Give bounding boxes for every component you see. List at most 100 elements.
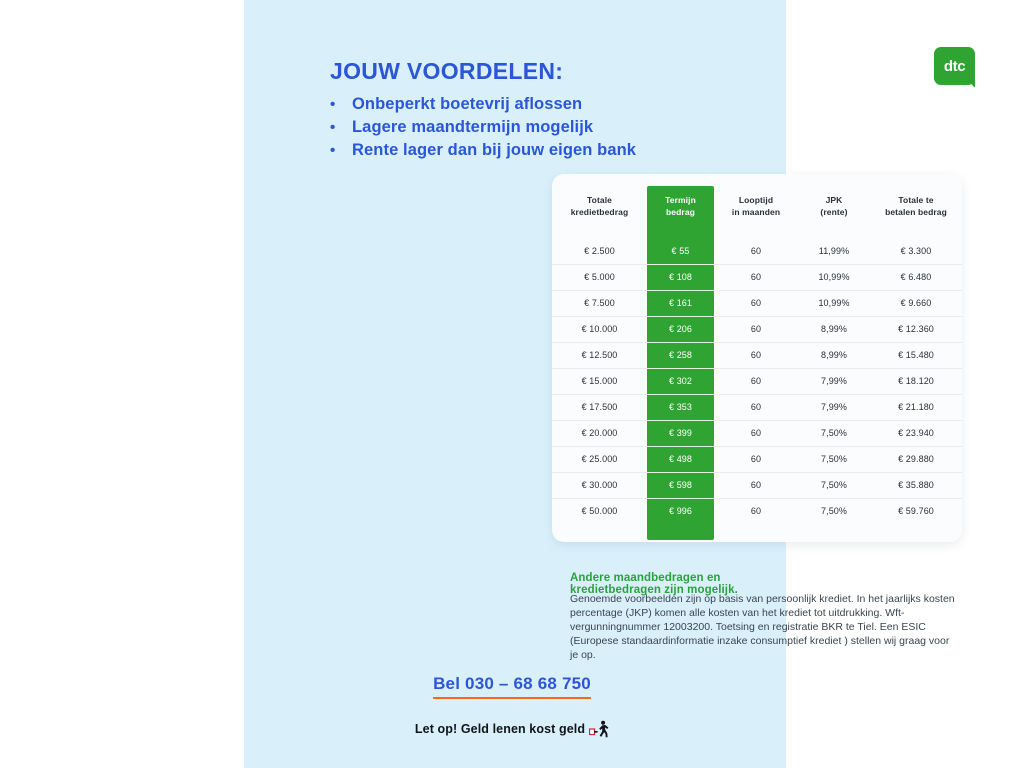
table-cell: 7,99%: [798, 393, 870, 420]
table-cell: € 598: [647, 471, 714, 498]
table-cell: € 3.300: [900, 245, 932, 256]
rates-table: Totale kredietbedrag Termijn bedrag Loop…: [552, 174, 962, 524]
table-cell: 60: [714, 289, 798, 316]
running-man-icon: [589, 720, 609, 738]
table-row: € 20.000 € 399 60 7,50% € 23.940: [552, 419, 962, 446]
column-header-jkp: JPK (rente): [798, 174, 870, 238]
table-cell: 60: [714, 445, 798, 472]
bullet-icon: •: [330, 96, 336, 113]
bullet-icon: •: [330, 142, 336, 159]
table-row: € 30.000 € 598 60 7,50% € 35.880: [552, 471, 962, 498]
column-header-totale-kredietbedrag: Totale kredietbedrag: [552, 174, 647, 238]
column-header-totale-te-betalen: Totale te betalen bedrag: [870, 174, 962, 238]
header-line-1: Looptijd: [738, 195, 774, 205]
table-cell: € 30.000: [552, 471, 647, 498]
table-header-row: Totale kredietbedrag Termijn bedrag Loop…: [552, 174, 962, 238]
table-cell: € 6.480: [870, 263, 962, 290]
table-cell: 7,99%: [798, 367, 870, 394]
table-cell: € 12.500: [552, 341, 647, 368]
table-cell: 60: [750, 245, 762, 256]
table-cell: € 50.000: [552, 497, 647, 524]
footer-disclaimer: Genoemde voorbeelden zijn op basis van p…: [570, 593, 955, 661]
table-cell: € 206: [647, 315, 714, 342]
table-row: € 12.500 € 258 60 8,99% € 15.480: [552, 341, 962, 368]
table-cell: € 18.120: [870, 367, 962, 394]
benefit-label: Rente lager dan bij jouw eigen bank: [352, 141, 637, 159]
table-cell: 60: [714, 341, 798, 368]
table-cell: 60: [714, 471, 798, 498]
table-cell: € 29.880: [870, 445, 962, 472]
table-cell: 7,50%: [798, 471, 870, 498]
table-cell: € 55: [671, 245, 690, 256]
table-row: € 5.000 € 108 60 10,99% € 6.480: [552, 263, 962, 290]
benefits-list: • Onbeperkt boetevrij aflossen • Lagere …: [330, 93, 636, 162]
table-cell: 10,99%: [798, 263, 870, 290]
table-cell: € 10.000: [552, 315, 647, 342]
header-line-1: Totale te: [898, 195, 934, 205]
table-cell: € 23.940: [870, 419, 962, 446]
header-line-1: JPK: [825, 195, 843, 205]
table-cell: € 35.880: [870, 471, 962, 498]
table-cell: € 15.480: [870, 341, 962, 368]
table-row: € 10.000 € 206 60 8,99% € 12.360: [552, 315, 962, 342]
table-cell: 60: [714, 419, 798, 446]
table-cell: 10,99%: [798, 289, 870, 316]
page-title: JOUW VOORDELEN:: [330, 58, 564, 84]
table-row: € 25.000 € 498 60 7,50% € 29.880: [552, 445, 962, 472]
table-cell: € 399: [647, 419, 714, 446]
header-line-1: Termijn: [665, 195, 696, 205]
table-cell: € 12.360: [870, 315, 962, 342]
bullet-icon: •: [330, 119, 336, 136]
table-cell: 60: [714, 367, 798, 394]
footer-heading: Andere maandbedragen en kredietbedragen …: [570, 572, 738, 596]
list-item: • Lagere maandtermijn mogelijk: [330, 116, 636, 139]
table-cell: 7,50%: [798, 419, 870, 446]
table-header: Totale kredietbedrag Termijn bedrag Loop…: [552, 174, 962, 238]
header-line-2: bedrag: [666, 207, 695, 217]
benefit-label: Lagere maandtermijn mogelijk: [352, 118, 594, 136]
table-cell: € 302: [647, 367, 714, 394]
table-cell: € 5.000: [552, 263, 647, 290]
table-cell: € 108: [647, 263, 714, 290]
table-cell: € 21.180: [870, 393, 962, 420]
table-cell: € 258: [647, 341, 714, 368]
table-cell: € 498: [647, 445, 714, 472]
table-cell: € 161: [647, 289, 714, 316]
table-row: € 15.000 € 302 60 7,99% € 18.120: [552, 367, 962, 394]
phone-cta[interactable]: Bel 030 – 68 68 750: [0, 674, 1024, 699]
list-item: • Rente lager dan bij jouw eigen bank: [330, 139, 636, 162]
table-cell: 60: [714, 315, 798, 342]
table-cell: 7,50%: [798, 497, 870, 524]
table-cell: € 17.500: [552, 393, 647, 420]
header-line-2: (rente): [820, 207, 848, 217]
table-row: € 17.500 € 353 60 7,99% € 21.180: [552, 393, 962, 420]
table-cell: 8,99%: [798, 341, 870, 368]
table-cell: 11,99%: [818, 245, 850, 256]
column-header-termijn-bedrag: Termijn bedrag: [647, 174, 714, 238]
flyer-panel: JOUW VOORDELEN: • Onbeperkt boetevrij af…: [244, 0, 975, 768]
table-cell: € 59.760: [870, 497, 962, 524]
phone-number[interactable]: Bel 030 – 68 68 750: [433, 674, 591, 699]
table-cell: € 2.500: [584, 245, 615, 256]
benefit-label: Onbeperkt boetevrij aflossen: [352, 95, 583, 113]
legal-warning: Let op! Geld lenen kost geld: [0, 720, 1024, 738]
logo-badge: [934, 47, 975, 85]
table-cell: € 353: [647, 393, 714, 420]
header-line-2: betalen bedrag: [885, 207, 947, 217]
table-cell: € 7.500: [552, 289, 647, 316]
table-row: € 2.500 € 55 60 11,99% € 3.300: [552, 238, 962, 264]
table-cell: 60: [714, 497, 798, 524]
table-cell: € 20.000: [552, 419, 647, 446]
table-cell: € 15.000: [552, 367, 647, 394]
list-item: • Onbeperkt boetevrij aflossen: [330, 93, 636, 116]
legal-warning-label: Let op! Geld lenen kost geld: [414, 722, 586, 736]
table-body: € 2.500 € 55 60 11,99% € 3.300 € 5.000 € 108 60…: [552, 238, 962, 524]
table-cell: € 996: [647, 497, 714, 524]
logo-text: dtc: [943, 57, 966, 75]
header-line-1: Totale: [586, 195, 612, 205]
table-cell: 7,50%: [798, 445, 870, 472]
table-cell: 60: [714, 393, 798, 420]
table-cell: 8,99%: [798, 315, 870, 342]
table-cell: 60: [714, 263, 798, 290]
